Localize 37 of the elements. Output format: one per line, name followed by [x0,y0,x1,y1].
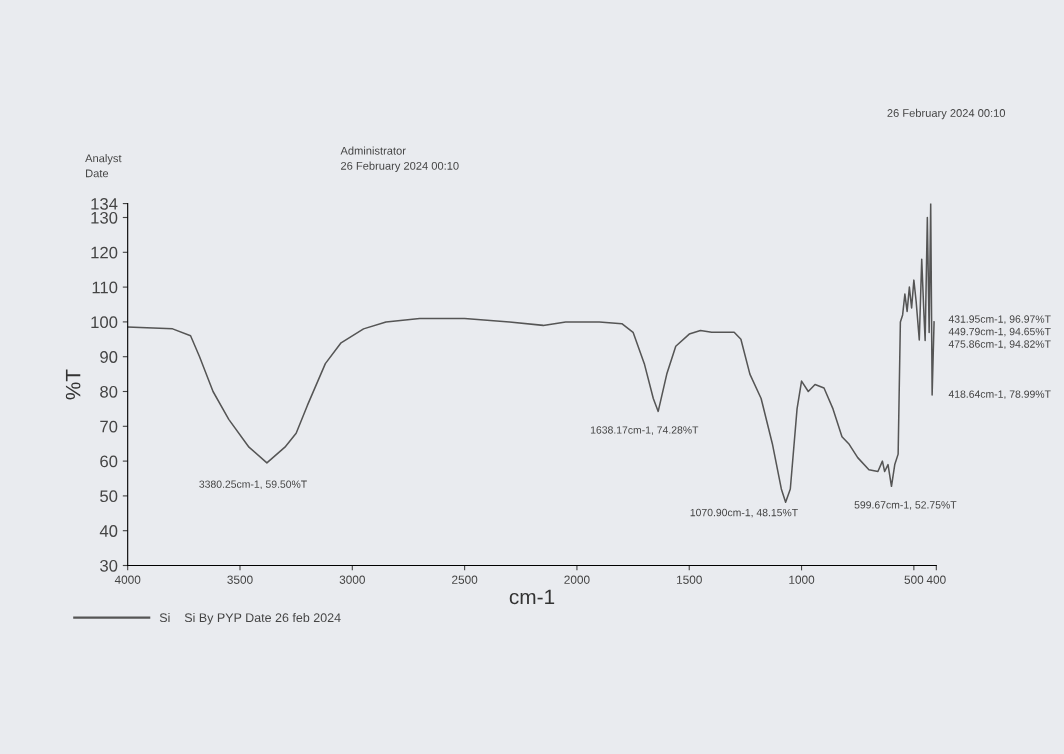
y-tick-label: 80 [100,385,118,398]
x-tick-label: 400 [926,575,946,584]
y-tick-label: 50 [100,490,118,503]
y-tick-label: 40 [99,525,118,537]
y-tick-label: 60 [100,455,118,468]
text: Date [86,169,109,178]
x-tick-label: 3500 [227,575,253,584]
text: Si Si By PYP Date 26 feb 2024 [159,612,341,625]
annotation: 3380.25cm-1, 59.50%T [199,480,307,490]
annotation: 475.86cm-1, 94.82%T [948,340,1051,349]
y-tick-label: 110 [92,281,118,294]
x-tick-label: 1000 [789,575,815,584]
text: Analyst [85,154,122,165]
y-tick-label: 30 [100,559,118,572]
y-tick-label: 120 [91,246,118,259]
y-tick-label: 70 [100,420,118,433]
y-axis-title: %T [65,369,81,400]
text: 26 February 2024 00:10 [887,108,1006,120]
x-tick-label: 500 [904,575,924,584]
annotation: 1638.17cm-1, 74.28%T [590,426,699,435]
annotation: 431.95cm-1, 96.97%T [948,315,1051,324]
x-tick-label: 1500 [677,575,702,584]
x-tick-label: 4000 [114,575,141,584]
x-tick-label: 2000 [564,575,590,584]
y-tick-label: 130 [91,211,118,224]
y-tick-label: 90 [100,351,118,363]
annotation: 1070.90cm-1, 48.15%T [690,508,798,518]
annotation: 449.79cm-1, 94.65%T [948,327,1051,337]
annotation: 418.64cm-1, 78.99%T [948,390,1051,400]
text: Administrator [340,146,406,155]
x-tick-label: 3000 [339,575,365,584]
text: 26 February 2024 00:10 [341,161,459,172]
annotation: 599.67cm-1, 52.75%T [854,501,957,510]
x-tick-label: 2500 [452,575,478,584]
y-tick-label: 134 [91,197,118,210]
x-axis-title: cm-1 [509,589,555,605]
y-tick-label: 100 [91,316,118,329]
